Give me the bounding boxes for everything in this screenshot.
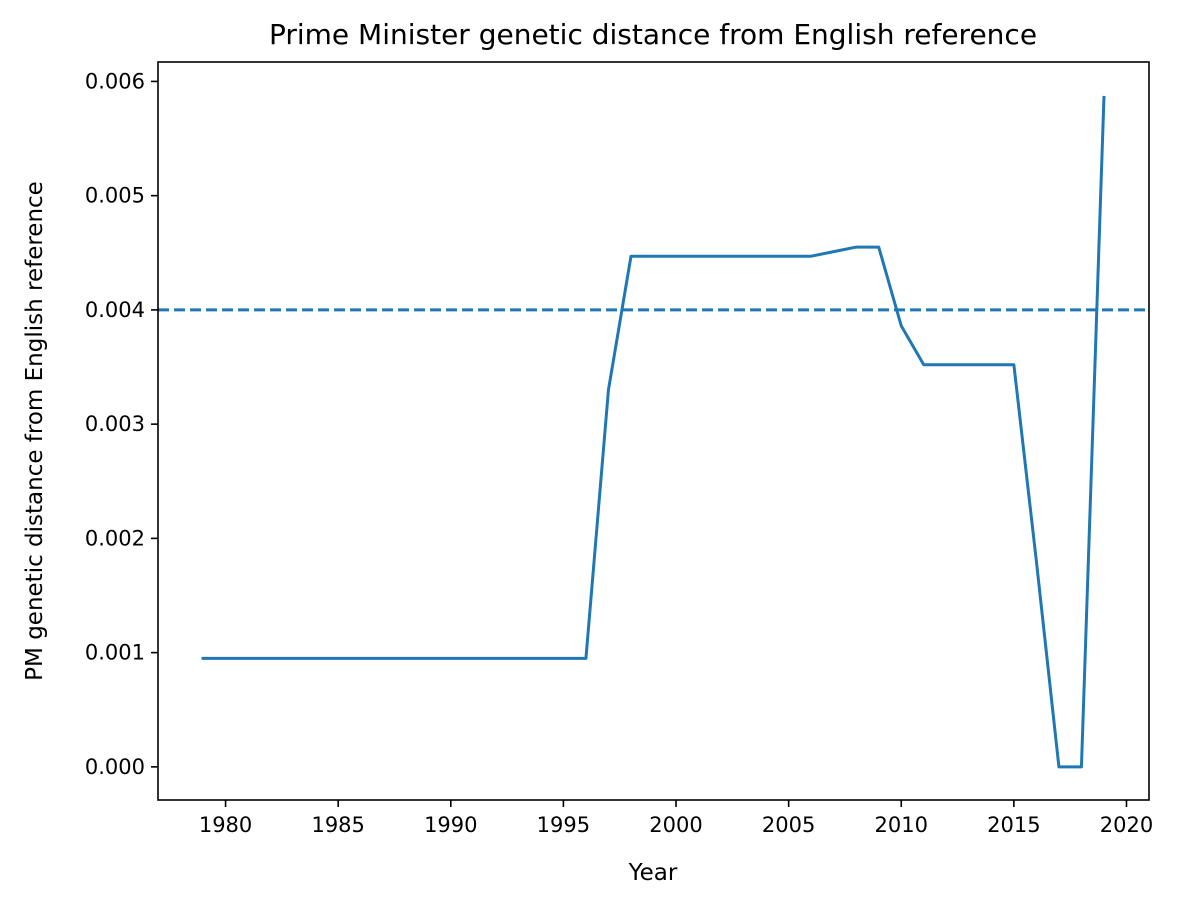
y-tick-label: 0.000 [85, 755, 145, 779]
plot-frame [157, 61, 1150, 801]
x-tick-label: 1980 [199, 813, 252, 837]
x-tick-label: 1990 [424, 813, 477, 837]
y-tick-label: 0.005 [85, 184, 145, 208]
x-tick-label: 2005 [762, 813, 815, 837]
x-tick-label: 2010 [875, 813, 928, 837]
x-axis: 1980 1985 1990 1995 2000 2005 2010 2015 2020 [199, 800, 1153, 837]
y-tick-label: 0.003 [85, 412, 145, 436]
y-tick-label: 0.001 [85, 641, 145, 665]
x-tick-label: 2020 [1100, 813, 1153, 837]
y-tick-label: 0.002 [85, 526, 145, 550]
y-axis: 0.000 0.001 0.002 0.003 0.004 0.005 0.006 [85, 69, 158, 779]
y-tick-label: 0.006 [85, 69, 145, 93]
plot-area [158, 95, 1149, 769]
x-tick-label: 2015 [987, 813, 1040, 837]
y-tick-label: 0.004 [85, 298, 145, 322]
x-tick-label: 2000 [649, 813, 702, 837]
chart-title: Prime Minister genetic distance from Eng… [269, 18, 1037, 51]
x-tick-label: 1985 [311, 813, 364, 837]
x-axis-label: Year [628, 860, 678, 886]
x-tick-label: 1995 [537, 813, 590, 837]
y-axis-label: PM genetic distance from English referen… [22, 181, 48, 681]
series-line-0 [201, 95, 1106, 769]
